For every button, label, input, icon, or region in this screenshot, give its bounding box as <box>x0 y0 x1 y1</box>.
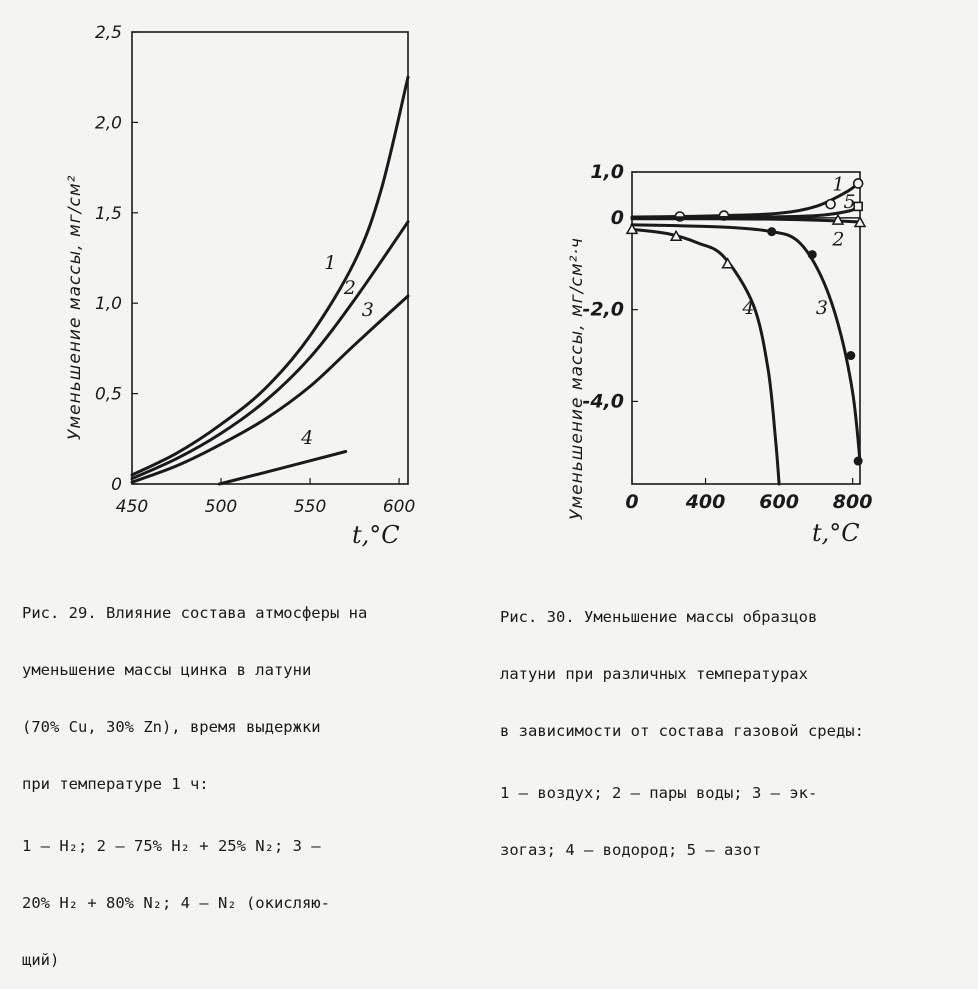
series-4-line <box>630 227 781 486</box>
figure-29-legend-line: 20% H₂ + 80% N₂; 4 — N₂ (окисляю- <box>22 894 330 912</box>
x-tick-label: 600 <box>759 491 799 513</box>
y-tick-label: 0,5 <box>95 385 122 405</box>
figure-30-axes-frame <box>631 171 861 485</box>
figure-29-caption-line: при температуре 1 ч: <box>22 775 209 793</box>
series-4-label: 4 <box>300 427 313 449</box>
series-5-label: 5 <box>843 191 855 213</box>
figure-29-caption-line: (70% Cu, 30% Zn), время выдержки <box>22 718 321 736</box>
y-tick-label: 1,0 <box>590 161 624 183</box>
series-2-label: 2 <box>343 277 356 299</box>
series-2-point <box>853 215 867 228</box>
series-5-point <box>853 201 863 212</box>
series-1-label: 1 <box>832 173 844 195</box>
series-1-point <box>852 178 864 189</box>
series-3-label: 3 <box>816 297 828 319</box>
x-tick-label: 0 <box>625 491 638 513</box>
series-1-point <box>825 198 836 210</box>
y-tick-label: 1,5 <box>95 204 122 224</box>
series-2-point <box>831 213 845 225</box>
series-4-label: 4 <box>741 297 754 319</box>
series-3-line <box>630 223 862 463</box>
series-3-point <box>807 250 817 260</box>
series-5-line <box>630 204 860 220</box>
figure-30-plot: 0 400 600 800 1,0 0 -2,0 -4,0 1 2 3 4 5 Уменьшение … <box>567 161 872 547</box>
figure-30-caption-line: Рис. 30. Уменьшение массы образцов <box>500 608 818 626</box>
x-tick-label: 500 <box>205 497 237 517</box>
figure-29-x-axis-label: t,°C <box>352 521 400 549</box>
figure-29-axes-frame <box>131 31 409 485</box>
figure-30-caption-line: в зависимости от состава газовой среды: <box>500 722 864 740</box>
x-tick-label: 800 <box>833 491 873 513</box>
series-2-label: 2 <box>831 228 844 250</box>
figure-29-caption-line: уменьшение массы цинка в латуни <box>22 661 312 679</box>
series-1-label: 1 <box>324 252 336 274</box>
figure-30-y-axis-label: Уменьшение массы, мг/см²·ч <box>567 237 587 520</box>
series-3-point <box>853 456 863 466</box>
y-tick-label: 0 <box>611 207 624 229</box>
series-2-line <box>130 220 410 481</box>
x-tick-label: 600 <box>383 497 415 517</box>
x-tick-label: 400 <box>685 491 726 513</box>
series-4-point <box>669 229 683 241</box>
y-tick-label: 2,0 <box>95 113 122 133</box>
y-tick-label: 0 <box>111 475 122 495</box>
y-tick-label: -2,0 <box>582 299 624 321</box>
figure-29-caption: Рис. 29. Влияние состава атмосферы на ум… <box>22 566 472 989</box>
series-1-line <box>130 75 410 477</box>
y-tick-label: 2,5 <box>95 23 122 43</box>
y-tick-label: -4,0 <box>582 390 624 412</box>
figure-29-caption-line: Рис. 29. Влияние состава атмосферы на <box>22 604 368 622</box>
series-3-label: 3 <box>362 299 374 321</box>
series-4-point <box>721 257 734 269</box>
figure-30-x-axis-label: t,°C <box>812 519 860 547</box>
figure-29-plot: 450 500 550 600 0 0,5 1,0 1,5 2,0 2,5 123 4 Уменьш… <box>65 23 415 549</box>
series-3-point <box>767 227 777 237</box>
figure-30-legend-line: зогаз; 4 — водород; 5 — азот <box>500 841 762 859</box>
figure-30-legend-line: 1 — воздух; 2 — пары воды; 3 — эк- <box>500 784 818 802</box>
series-2-line <box>630 217 863 224</box>
series-3-point <box>846 351 856 361</box>
y-tick-label: 1,0 <box>95 294 122 314</box>
x-tick-label: 450 <box>116 497 148 517</box>
figure-29-legend-line: щий) <box>22 951 60 969</box>
series-4-line <box>217 450 348 486</box>
series-3-line <box>130 294 410 484</box>
series-4-point <box>625 222 639 235</box>
figure-30-caption-line: латуни при различных температурах <box>500 665 808 683</box>
figure-29-y-axis-label: Уменьшение массы, мг/см² <box>65 175 85 440</box>
figure-29-legend-line: 1 — H₂; 2 — 75% H₂ + 25% N₂; 3 — <box>22 837 321 855</box>
figure-30-caption: Рис. 30. Уменьшение массы образцов латун… <box>500 570 960 879</box>
series-1-line <box>630 182 860 219</box>
x-tick-label: 550 <box>294 497 326 517</box>
